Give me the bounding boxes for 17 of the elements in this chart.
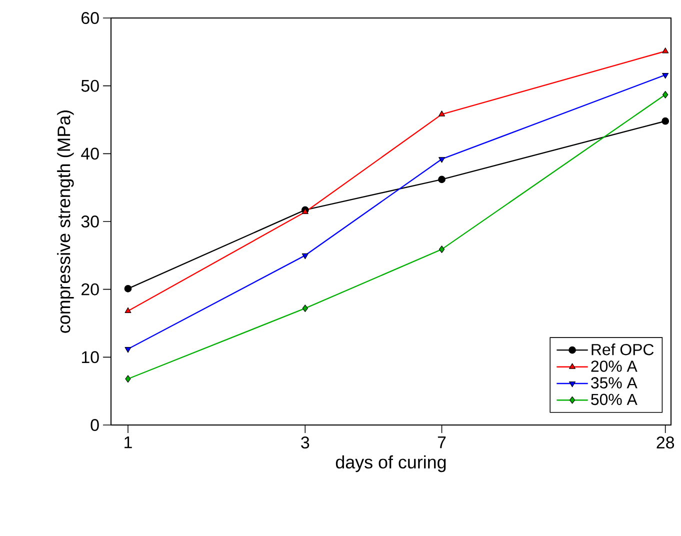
x-axis-title: days of curing [336,455,446,472]
y-tick-label: 0 [90,419,99,431]
y-tick-label: 40 [81,148,99,160]
legend-label: Ref OPC [592,344,654,356]
y-tick-label: 10 [82,351,99,364]
y-axis-title: compressive strength (MPa) [57,110,74,333]
legend-label: 35% A [591,377,638,388]
legend-label: 20% A [591,360,638,372]
legend-label: 50% A [591,394,638,406]
x-tick-label: 1 [124,436,132,448]
x-tick-label: 7 [438,436,446,448]
x-tick-label: 3 [301,436,310,449]
y-tick-label: 20 [82,283,99,296]
x-tick-label: 28 [656,436,674,449]
y-tick-label: 50 [81,80,99,92]
y-tick-label: 60 [82,12,99,24]
y-tick-label: 30 [81,216,99,228]
